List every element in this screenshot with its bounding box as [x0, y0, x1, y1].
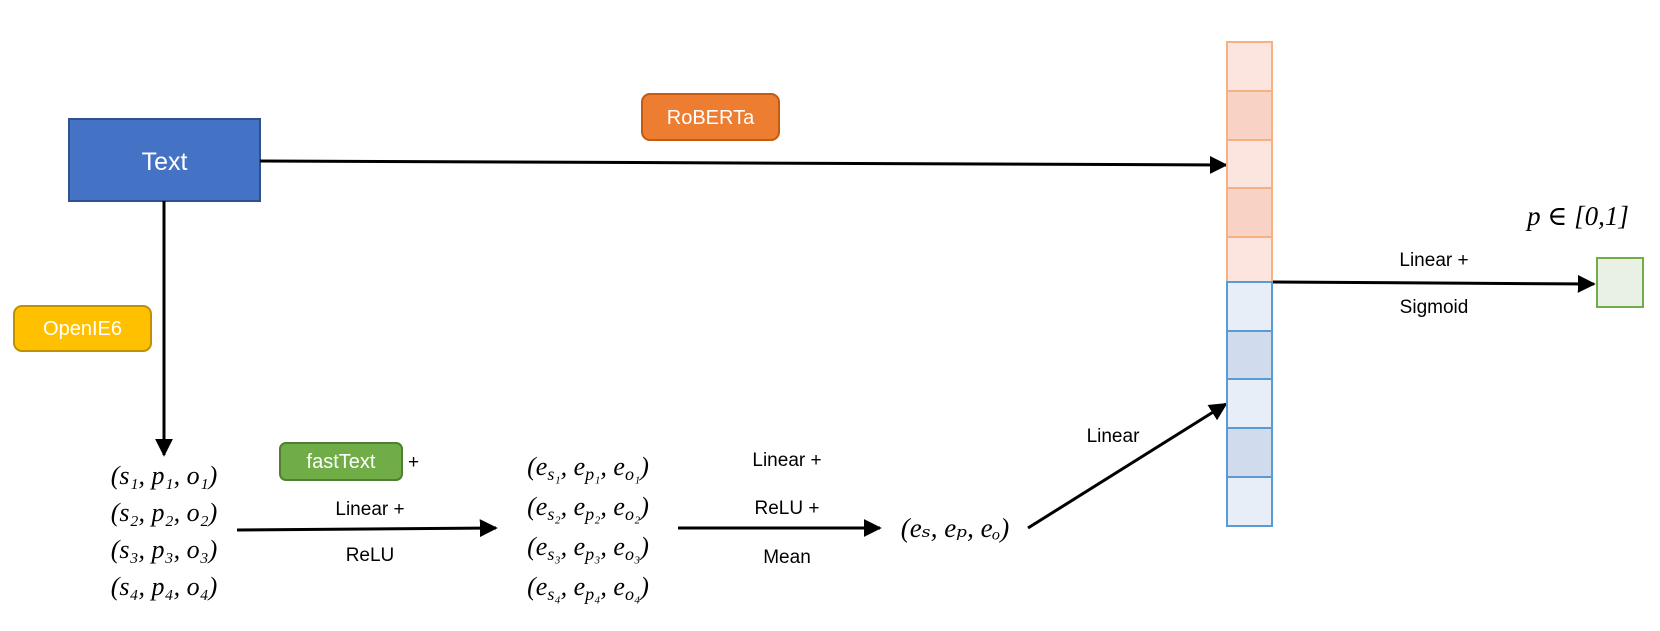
- embedded-triple-2: (es₂, ep₂, eo₂): [527, 492, 649, 524]
- fasttext-label: fastText: [307, 451, 376, 473]
- output-label-line2: Sigmoid: [1400, 297, 1469, 318]
- stage2-label-line2: ReLU +: [755, 498, 820, 519]
- triple-2: (s₂, p₂, o₂): [111, 498, 218, 527]
- concat-vector: [1226, 41, 1273, 527]
- roberta-cell: [1226, 139, 1273, 189]
- text-to-roberta-arrow: [259, 155, 1228, 174]
- triples-to-embed-arrow: [236, 519, 498, 538]
- text-node: Text: [68, 118, 261, 202]
- openie-tag: OpenIE6: [13, 305, 152, 352]
- stage1-label-line1: Linear +: [335, 499, 404, 520]
- pooled-triple: (eₛ, eₚ, eₒ): [901, 513, 1010, 543]
- triple-cell: [1226, 427, 1273, 478]
- roberta-tag: RoBERTa: [641, 93, 780, 141]
- roberta-cell: [1226, 236, 1273, 283]
- roberta-cell: [1226, 90, 1273, 141]
- triples-list: (s₁, p₁, o₁) (s₂, p₂, o₂) (s₃, p₃, o₃) (…: [111, 461, 218, 601]
- embedded-triple-4: (es₄, ep₄, eo₄): [527, 572, 649, 604]
- vector-to-output-arrow: [1271, 274, 1596, 293]
- openie-label: OpenIE6: [43, 318, 122, 340]
- output-label-line1: Linear +: [1399, 250, 1468, 271]
- output-range: p ∈ [0,1]: [1525, 201, 1629, 231]
- projection-label: Linear: [1087, 426, 1140, 447]
- embedded-triple-3: (es₃, ep₃, eo₃): [527, 532, 649, 564]
- triple-cell: [1226, 378, 1273, 429]
- triple-1: (s₁, p₁, o₁): [111, 461, 218, 490]
- pool-to-vector-arrow: [1027, 402, 1228, 530]
- triple-3: (s₃, p₃, o₃): [111, 535, 218, 564]
- triple-cell: [1226, 330, 1273, 380]
- output-box: [1596, 257, 1644, 308]
- triple-4: (s₄, p₄, o₄): [111, 572, 218, 601]
- embedded-triples-list: (es₁, ep₁, eo₁) (es₂, ep₂, eo₂) (es₃, ep…: [527, 452, 649, 604]
- stage2-label-line1: Linear +: [752, 450, 821, 471]
- triple-cell: [1226, 476, 1273, 527]
- fasttext-plus: +: [408, 452, 419, 473]
- triple-cell: [1226, 281, 1273, 332]
- stage1-label-line2: ReLU: [346, 545, 395, 566]
- roberta-cell: [1226, 41, 1273, 92]
- roberta-cell: [1226, 187, 1273, 238]
- embedded-triple-1: (es₁, ep₁, eo₁): [527, 452, 649, 484]
- text-node-label: Text: [142, 148, 188, 176]
- stage2-label-line3: Mean: [763, 547, 811, 568]
- roberta-label: RoBERTa: [667, 107, 755, 129]
- fasttext-tag: fastText: [279, 442, 403, 481]
